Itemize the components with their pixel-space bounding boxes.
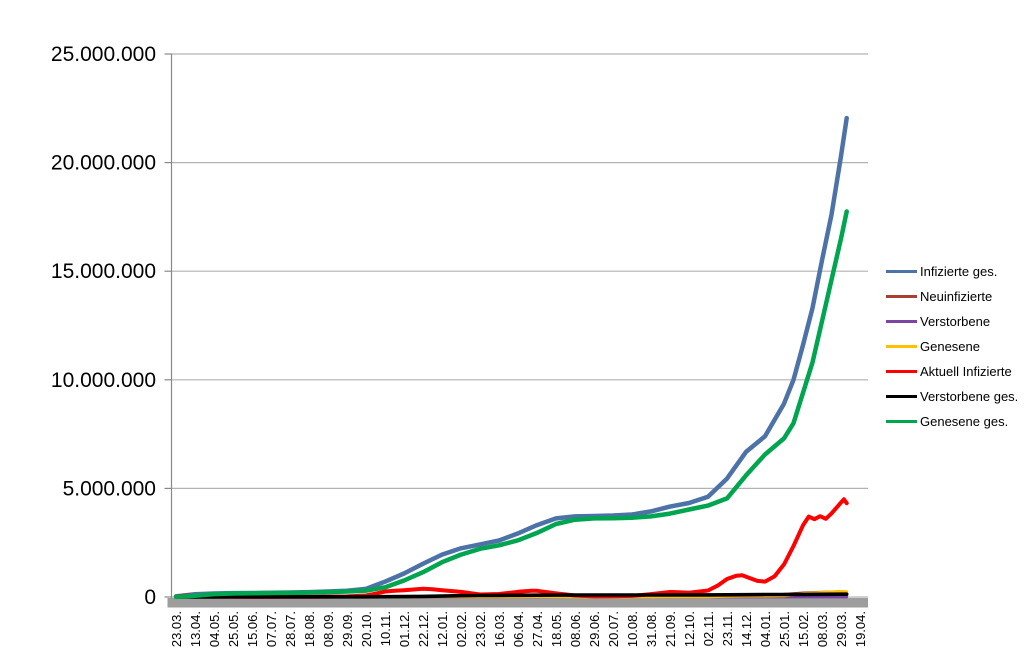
x-tick-label: 29.09. bbox=[340, 611, 355, 647]
x-tick-label: 23.02. bbox=[473, 611, 488, 647]
x-tick-label: 08.06. bbox=[568, 611, 583, 647]
x-tick-label: 01.12. bbox=[397, 611, 412, 647]
legend-label: Genesene bbox=[920, 339, 980, 354]
legend-label: Neuinfizierte bbox=[920, 289, 993, 304]
legend: Infizierte ges. Neuinfizierte Verstorbene G… bbox=[886, 259, 1018, 434]
series-line-aktuell-infizierte bbox=[174, 497, 849, 599]
y-tick-label: 15.000.000 bbox=[51, 260, 156, 283]
x-tick-label: 08.09. bbox=[321, 611, 336, 647]
x-axis-band bbox=[167, 598, 868, 608]
legend-line-swatch bbox=[886, 395, 917, 398]
legend-label: Verstorbene ges. bbox=[920, 389, 1019, 404]
legend-line-swatch bbox=[886, 420, 917, 423]
x-tick-label: 20.07. bbox=[606, 611, 621, 647]
y-tick-label: 25.000.000 bbox=[51, 43, 156, 66]
x-tick-label: 14.12. bbox=[739, 611, 754, 647]
x-tick-label: 29.06. bbox=[587, 611, 602, 647]
x-tick-label: 21.09. bbox=[663, 611, 678, 647]
series-line-verstorbene-ges bbox=[174, 592, 849, 599]
y-tick-label: 20.000.000 bbox=[51, 152, 156, 175]
x-tick-label: 31.08. bbox=[644, 611, 659, 647]
legend-entry-aktuell-infizierte: Aktuell Infizierte bbox=[886, 359, 1018, 384]
x-tick-label: 28.07. bbox=[283, 611, 298, 647]
x-tick-label: 16.03. bbox=[492, 611, 507, 647]
legend-label: Genesene ges. bbox=[920, 414, 1009, 429]
legend-entry-verstorbene: Verstorbene bbox=[886, 309, 1018, 334]
x-tick-label: 15.02. bbox=[796, 611, 811, 647]
x-tick-label: 18.08. bbox=[302, 611, 317, 647]
legend-line-swatch bbox=[886, 370, 917, 373]
x-tick-label: 20.10. bbox=[359, 611, 374, 647]
legend-entry-genesene-ges: Genesene ges. bbox=[886, 409, 1018, 434]
x-tick-label: 04.05. bbox=[207, 611, 222, 647]
legend-label: Aktuell Infizierte bbox=[920, 364, 1012, 379]
x-tick-label: 23.03. bbox=[169, 611, 184, 647]
x-tick-label: 02.02. bbox=[454, 611, 469, 647]
x-tick-label: 06.04. bbox=[511, 611, 526, 647]
legend-entry-infizierte-ges: Infizierte ges. bbox=[886, 259, 1018, 284]
x-tick-label: 23.11. bbox=[720, 611, 735, 646]
x-tick-label: 12.10. bbox=[682, 611, 697, 647]
y-tick-label: 0 bbox=[144, 586, 156, 609]
legend-label: Verstorbene bbox=[920, 314, 991, 329]
x-tick-label: 13.04. bbox=[188, 611, 203, 647]
series-line-genesene-ges bbox=[173, 209, 849, 600]
legend-entry-neuinfizierte: Neuinfizierte bbox=[886, 284, 1018, 309]
x-tick-label: 19.04. bbox=[853, 611, 868, 647]
y-tick-label: 10.000.000 bbox=[51, 369, 156, 392]
series-line-infizierte-ges bbox=[173, 115, 849, 599]
x-tick-label: 10.11. bbox=[378, 611, 393, 646]
legend-label: Infizierte ges. bbox=[920, 264, 998, 279]
x-tick-label: 08.03. bbox=[815, 611, 830, 647]
legend-line-swatch bbox=[886, 345, 917, 348]
x-tick-label: 22.12. bbox=[416, 611, 431, 647]
x-tick-label: 12.01. bbox=[435, 611, 450, 647]
legend-entry-genesene: Genesene bbox=[886, 334, 1018, 359]
x-tick-label: 25.05. bbox=[226, 611, 241, 647]
legend-line-swatch bbox=[886, 320, 917, 323]
x-tick-label: 29.03. bbox=[834, 611, 849, 647]
x-tick-label: 02.11. bbox=[701, 611, 716, 646]
legend-line-swatch bbox=[886, 270, 917, 273]
x-tick-label: 07.07. bbox=[264, 611, 279, 647]
x-tick-label: 10.08. bbox=[625, 611, 640, 647]
y-tick-label: 5.000.000 bbox=[63, 477, 156, 500]
x-tick-label: 04.01. bbox=[758, 611, 773, 647]
x-tick-label: 18.05. bbox=[549, 611, 564, 647]
x-tick-label: 15.06. bbox=[245, 611, 260, 647]
legend-entry-verstorbene-ges: Verstorbene ges. bbox=[886, 384, 1018, 409]
legend-line-swatch bbox=[886, 295, 917, 298]
x-tick-label: 25.01. bbox=[777, 611, 792, 647]
x-tick-label: 27.04. bbox=[530, 611, 545, 647]
